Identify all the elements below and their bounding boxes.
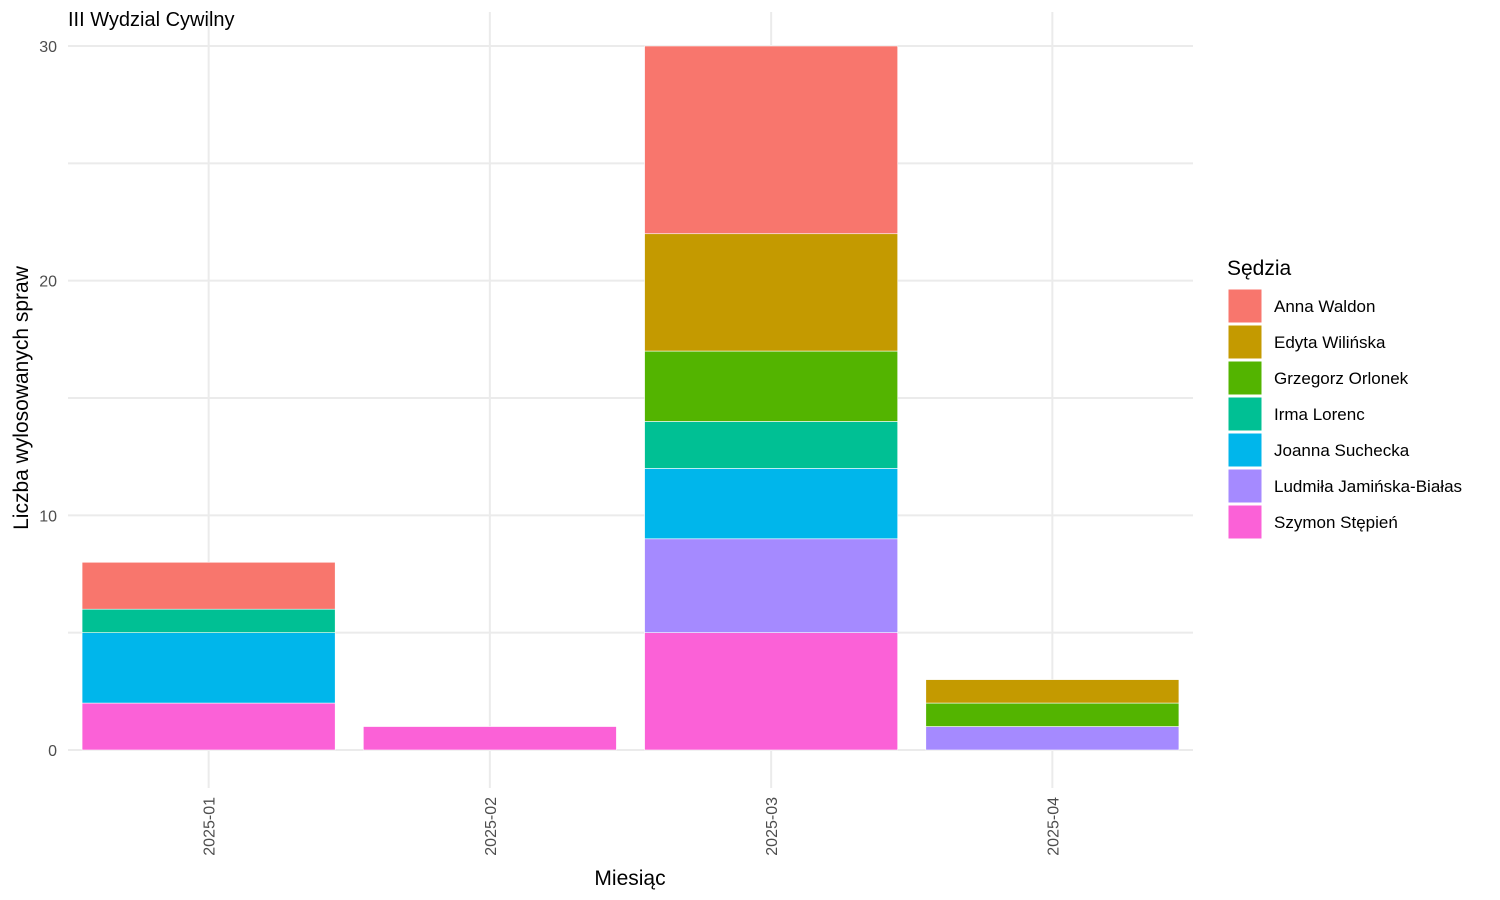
legend-swatch [1227, 360, 1263, 396]
y-axis-ticks: 0 10 20 30 [39, 39, 57, 760]
bar-segment [81, 632, 336, 704]
x-tick-label: 2025-03 [764, 797, 781, 856]
y-tick-label: 20 [39, 274, 57, 291]
legend-label: Szymon Stępień [1274, 513, 1398, 532]
bar-segment [925, 702, 1180, 727]
bar-segment [644, 421, 898, 469]
bar-segment [363, 726, 617, 751]
x-axis-title: Miesiąc [594, 867, 665, 890]
legend-swatch [1227, 468, 1263, 504]
bar-segment [81, 561, 336, 610]
x-axis-ticks: 2025-01 2025-02 2025-03 2025-04 [202, 797, 1063, 856]
legend-label: Grzegorz Orlonek [1274, 369, 1409, 388]
legend: Sędzia Anna Waldon Edyta Wilińska Grzegorz… [1227, 257, 1462, 540]
x-tick-label: 2025-02 [483, 797, 500, 856]
bar-segment [644, 468, 898, 540]
legend-swatch [1227, 324, 1263, 360]
bar-segment [81, 608, 336, 633]
legend-title: Sędzia [1227, 257, 1292, 280]
legend-swatch [1227, 432, 1263, 468]
legend-items: Anna Waldon Edyta Wilińska Grzegorz Orlone… [1227, 288, 1462, 540]
legend-label: Anna Waldon [1274, 297, 1375, 316]
y-tick-label: 0 [48, 743, 57, 760]
bar-segment [925, 679, 1180, 704]
legend-label: Edyta Wilińska [1274, 333, 1386, 352]
bar-segment [644, 632, 898, 751]
bar-segment [644, 350, 898, 422]
bar-segment [81, 702, 336, 751]
y-tick-label: 10 [39, 508, 57, 525]
bar-segment [644, 538, 898, 633]
bar-segment [644, 45, 898, 235]
legend-swatch [1227, 396, 1263, 432]
y-tick-label: 30 [39, 39, 57, 56]
y-axis-title: Liczba wylosowanych spraw [10, 265, 33, 530]
legend-label: Irma Lorenc [1274, 405, 1365, 424]
bars [81, 45, 1180, 751]
legend-swatch [1227, 288, 1263, 324]
chart-title: III Wydzial Cywilny [68, 9, 235, 31]
x-tick-label: 2025-01 [202, 797, 219, 856]
legend-label: Ludmiła Jamińska-Białas [1274, 477, 1462, 496]
bar-segment [644, 233, 898, 352]
x-tick-label: 2025-04 [1045, 797, 1062, 856]
legend-label: Joanna Suchecka [1274, 441, 1410, 460]
bar-segment [925, 726, 1180, 751]
legend-swatch [1227, 504, 1263, 540]
